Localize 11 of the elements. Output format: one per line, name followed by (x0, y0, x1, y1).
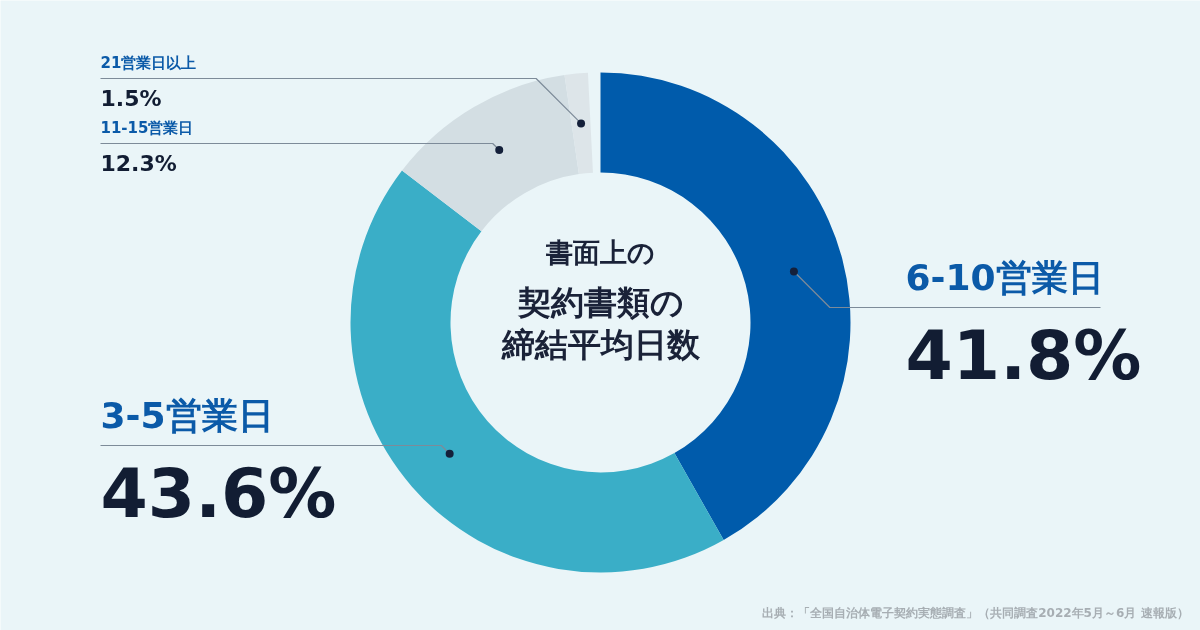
data-label: 12.3% (100, 150, 177, 176)
data-label: 1.5% (100, 85, 162, 111)
slice-label: 3-5営業日 (100, 394, 274, 436)
text: 契約書類の締結平均日数 (500, 282, 701, 364)
data-label: 43.6% (100, 453, 337, 533)
source-note: 出典：「全国自治体電子契約実態調査」（共同調査2022年5月～6月 速報版） (762, 605, 1189, 620)
slice-label: 11-15営業日 (100, 118, 194, 137)
data-label: 41.8% (905, 315, 1142, 395)
slice-label: 21営業日以上 (100, 53, 197, 72)
slice-label: 6-10営業日 (905, 256, 1104, 298)
text: 書面上の (545, 237, 655, 268)
